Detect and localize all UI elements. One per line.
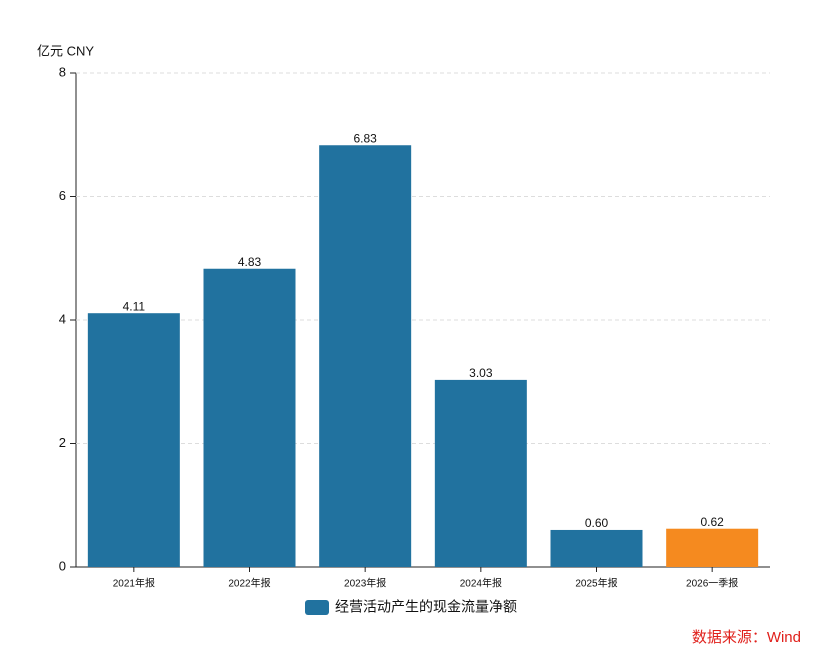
value-label: 4.11 xyxy=(123,299,146,313)
x-tick-label: 2025年报 xyxy=(575,577,617,590)
bar xyxy=(666,528,759,567)
y-tick-label: 6 xyxy=(59,188,66,203)
value-label: 3.03 xyxy=(469,366,493,380)
value-label: 4.83 xyxy=(238,255,262,269)
x-tick-label: 2026一季报 xyxy=(686,577,738,590)
y-tick-label: 0 xyxy=(59,558,66,573)
x-tick-label: 2022年报 xyxy=(228,577,270,590)
bar xyxy=(87,313,180,567)
bar xyxy=(434,379,527,567)
value-label: 6.83 xyxy=(353,131,377,145)
bar xyxy=(319,145,412,567)
y-tick-label: 4 xyxy=(59,311,66,326)
legend-label: 经营活动产生的现金流量净额 xyxy=(335,599,517,615)
y-tick-label: 2 xyxy=(59,435,66,450)
bar xyxy=(203,268,296,567)
bar xyxy=(550,529,643,567)
value-label: 0.60 xyxy=(585,516,609,530)
y-tick-label: 8 xyxy=(59,64,66,79)
x-tick-label: 2021年报 xyxy=(113,577,155,590)
x-tick-label: 2023年报 xyxy=(344,577,386,590)
value-label: 0.62 xyxy=(700,515,724,529)
x-tick-label: 2024年报 xyxy=(460,577,502,590)
legend-swatch xyxy=(305,600,329,615)
source: 数据来源：Wind xyxy=(692,629,801,646)
unit-label: 亿元 CNY xyxy=(37,43,94,58)
